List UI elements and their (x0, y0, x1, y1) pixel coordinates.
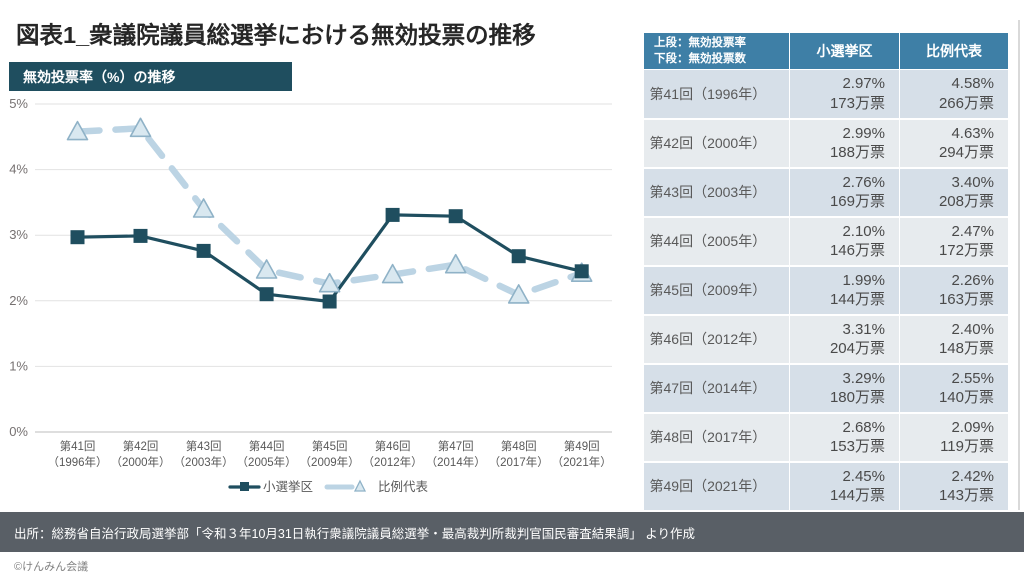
svg-text:小選挙区: 小選挙区 (263, 480, 313, 494)
svg-text:比例代表: 比例代表 (378, 480, 429, 494)
